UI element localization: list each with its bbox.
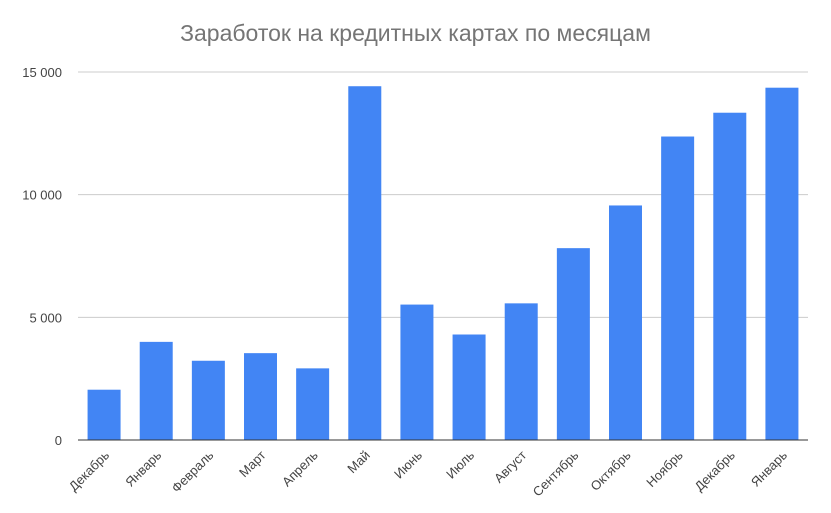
x-tick-label: Март bbox=[236, 447, 269, 480]
x-tick-label: Апрель bbox=[279, 447, 321, 489]
bar bbox=[556, 248, 590, 440]
y-tick-label: 0 bbox=[55, 433, 62, 448]
bar bbox=[765, 87, 799, 441]
bar bbox=[348, 86, 382, 440]
x-tick-label: Февраль bbox=[169, 447, 217, 495]
y-tick-label: 10 000 bbox=[22, 188, 62, 203]
bar bbox=[713, 112, 747, 440]
y-axis-ticks: 0 5 000 10 000 15 000 bbox=[22, 65, 62, 448]
gridlines bbox=[78, 71, 808, 318]
x-tick-label: Октябрь bbox=[587, 447, 633, 493]
x-axis-ticks: Декабрь Январь Февраль Март Апрель Май Июнь Июл… bbox=[66, 447, 790, 499]
x-tick-label: Июль bbox=[443, 447, 477, 481]
x-tick-label: Январь bbox=[748, 447, 790, 489]
bar bbox=[87, 389, 121, 440]
bar bbox=[609, 205, 642, 440]
chart-title: Заработок на кредитных картах по месяцам bbox=[180, 20, 651, 46]
x-tick-label: Январь bbox=[122, 447, 164, 489]
x-tick-label: Май bbox=[344, 448, 373, 477]
bar bbox=[296, 368, 330, 440]
x-tick-label: Август bbox=[491, 447, 529, 485]
x-tick-label: Сентябрь bbox=[530, 447, 582, 499]
bar bbox=[504, 303, 538, 440]
x-tick-label: Июнь bbox=[391, 447, 425, 481]
y-tick-label: 15 000 bbox=[22, 65, 62, 80]
x-tick-label: Декабрь bbox=[66, 447, 113, 494]
bars bbox=[87, 86, 799, 441]
y-tick-label: 5 000 bbox=[29, 310, 62, 325]
x-tick-label: Декабрь bbox=[691, 447, 738, 494]
bar bbox=[400, 304, 434, 440]
bar bbox=[244, 353, 277, 440]
bar bbox=[139, 341, 173, 440]
bar bbox=[452, 334, 486, 440]
bar bbox=[191, 360, 225, 440]
x-tick-label: Ноябрь bbox=[643, 447, 686, 490]
bar bbox=[661, 136, 695, 441]
